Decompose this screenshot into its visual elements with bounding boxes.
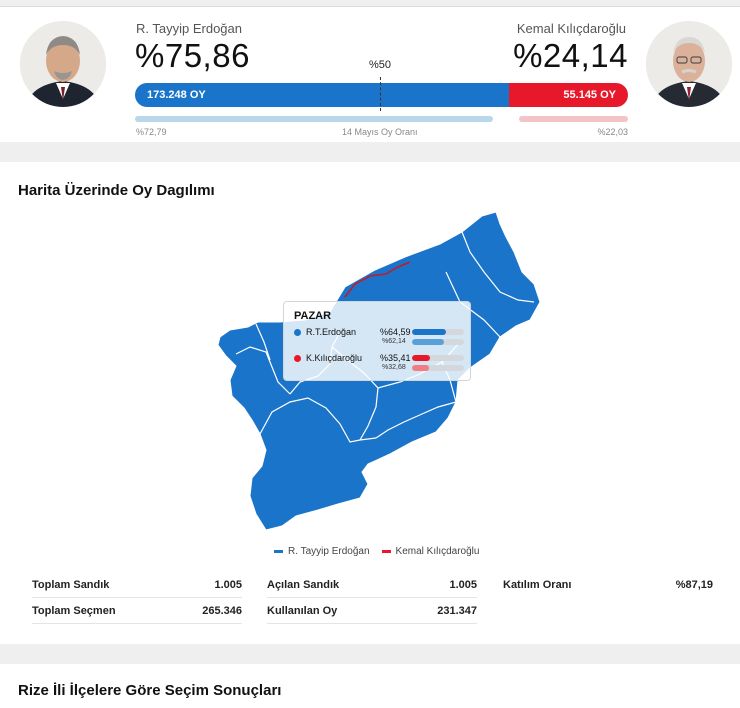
map-section-title: Harita Üzerinde Oy Dagılımı [18, 182, 215, 199]
tooltip-district-name: PAZAR [294, 310, 332, 322]
stat-kullanilan-oy: Kullanılan Oy 231.347 [267, 598, 477, 624]
tooltip-row-1-name: R.T.Erdoğan [306, 327, 357, 337]
tooltip-row-2-name: K.Kılıçdaroğlu [306, 353, 363, 363]
half-threshold-label: %50 [369, 59, 392, 71]
district-border-red [344, 261, 411, 298]
stat-value: 231.347 [437, 604, 477, 617]
erdogan-dot-icon [294, 329, 301, 336]
right-previous-percent: %22,03 [597, 127, 628, 137]
legend-label-erdogan: R. Tayyip Erdoğan [288, 546, 370, 557]
left-vote-count: 173.248 OY [147, 89, 206, 101]
stat-label: Açılan Sandık [267, 578, 340, 591]
right-vote-count: 55.145 OY [563, 89, 616, 101]
previous-round-caption: 14 Mayıs Oy Oranı [342, 127, 418, 137]
right-vote-bar: 55.145 OY [508, 83, 628, 107]
map-legend: R. Tayyip Erdoğan Kemal Kılıçdaroğlu [274, 546, 479, 557]
tooltip-row-2-prev-bar [412, 365, 464, 371]
kilicdaroglu-dot-icon [294, 355, 301, 362]
district-results-title: Rize İli İlçelere Göre Seçim Sonuçları [18, 682, 282, 699]
kilicdaroglu-avatar [646, 21, 732, 107]
stat-label: Katılım Oranı [503, 579, 572, 591]
left-candidate-percent: %75,86 [135, 37, 250, 74]
stat-label: Toplam Sandık [32, 578, 110, 591]
stat-label: Kullanılan Oy [267, 604, 338, 617]
tooltip-row-2-bar [412, 355, 464, 361]
legend-item-erdogan[interactable]: R. Tayyip Erdoğan [274, 546, 370, 557]
legend-item-kilicdaroglu[interactable]: Kemal Kılıçdaroğlu [381, 546, 480, 557]
stat-toplam-sandik: Toplam Sandık 1.005 [32, 572, 242, 598]
right-candidate-name: Kemal Kılıçdaroğlu [516, 21, 626, 36]
stat-acilan-sandik: Açılan Sandık 1.005 [267, 572, 477, 598]
vote-share-bar: 173.248 OY 55.145 OY [135, 83, 628, 107]
district-results-card: Rize İli İlçelere Göre Seçim Sonuçları [0, 664, 740, 708]
district-tooltip: PAZAR R.T.Erdoğan %64,59 %62,14 K.Kılıçd… [283, 301, 471, 381]
legend-label-kilicdaroglu: Kemal Kılıçdaroğlu [395, 546, 480, 557]
erdogan-avatar [20, 21, 106, 107]
tooltip-row-1-percent: %64,59 [380, 327, 411, 337]
stat-value: %87,19 [675, 579, 713, 591]
left-candidate-name: R. Tayyip Erdoğan [136, 21, 242, 36]
left-previous-share-bar [135, 116, 493, 122]
left-vote-bar: 173.248 OY [135, 83, 509, 107]
result-summary-card: R. Tayyip Erdoğan Kemal Kılıçdaroğlu %75… [0, 6, 740, 142]
tooltip-row-1-previous: %62,14 [382, 338, 406, 345]
tooltip-row-1-prev-bar-fill [412, 339, 445, 345]
tooltip-row-2-prev-bar-fill [412, 365, 429, 371]
tooltip-row-2-previous: %32,68 [382, 364, 406, 371]
left-previous-percent: %72,79 [136, 127, 167, 137]
legend-swatch-red [381, 550, 391, 553]
legend-swatch-blue [274, 550, 283, 553]
stat-value: 1.005 [449, 578, 477, 591]
stat-value: 265.346 [202, 604, 242, 617]
stat-katilim-orani: Katılım Oranı %87,19 [503, 572, 713, 598]
stat-value: 1.005 [214, 578, 242, 591]
half-threshold-marker [380, 77, 381, 111]
tooltip-row-1-prev-bar [412, 339, 464, 345]
tooltip-row-1-bar-fill [412, 329, 446, 335]
tooltip-row-1-bar [412, 329, 464, 335]
right-candidate-percent: %24,14 [513, 37, 628, 74]
tooltip-row-2-percent: %35,41 [380, 353, 411, 363]
stat-label: Toplam Seçmen [32, 604, 116, 617]
tooltip-row-2-bar-fill [412, 355, 431, 361]
vote-map-card: Harita Üzerinde Oy Dagılımı PAZAR R.T.Er… [0, 162, 740, 644]
stat-toplam-secmen: Toplam Seçmen 265.346 [32, 598, 242, 624]
right-previous-share-bar [519, 116, 628, 122]
